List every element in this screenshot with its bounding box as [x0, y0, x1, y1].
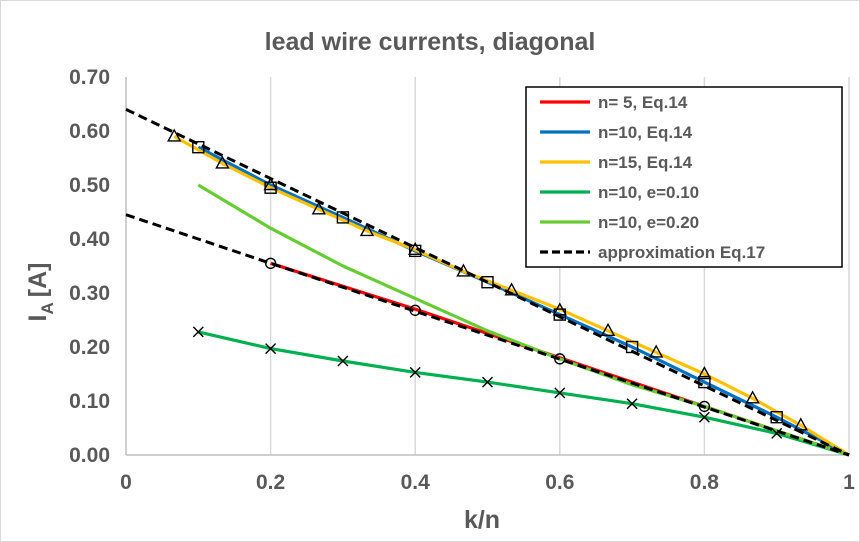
- x-tick-label-2: 0.4: [401, 471, 431, 494]
- x-tick-label-3: 0.6: [545, 471, 574, 494]
- series-line-5: [125, 108, 850, 457]
- cross-marker-3-1: [265, 343, 277, 355]
- triangle-marker-0-10: [648, 344, 664, 358]
- triangle-marker-0-0: [167, 128, 182, 142]
- triangle-marker-0-1: [215, 155, 230, 169]
- chart-title: lead wire currents, diagonal: [265, 28, 596, 56]
- y-axis-label: IA [A]: [24, 263, 57, 322]
- series-line-6: [125, 213, 850, 457]
- x-tick-label-4: 0.8: [690, 471, 720, 494]
- axes: [125, 77, 849, 456]
- square-marker-1-3: [409, 244, 422, 258]
- data-markers: [167, 128, 808, 439]
- triangle-marker-0-11: [697, 366, 712, 380]
- square-marker-1-6: [625, 340, 639, 354]
- triangle-marker-0-12: [745, 390, 760, 404]
- y-tick-label-5: 0.50: [69, 174, 110, 197]
- square-marker-1-0: [192, 140, 205, 154]
- cross-marker-3-2: [337, 355, 349, 367]
- square-marker-1-7: [698, 375, 711, 389]
- tick-labels: 0 0.2 0.4 0.6 0.8 1 0.00 0.10 0.20 0.30 0.40 0.50 0.…: [69, 66, 855, 494]
- series-line-3: [197, 330, 850, 457]
- circle-marker-2-1: [409, 304, 421, 316]
- triangle-marker-0-3: [311, 201, 327, 215]
- cross-marker-3-0: [192, 326, 204, 338]
- circle-marker-2-2: [554, 353, 566, 365]
- legend-label-0: n= 5, Eq.14: [598, 93, 688, 112]
- x-tick-label-5: 1: [843, 471, 855, 494]
- legend-label-5: approximation Eq.17: [598, 243, 765, 262]
- y-tick-label-1: 0.10: [69, 390, 110, 413]
- triangle-marker-0-5: [408, 241, 423, 256]
- square-marker-1-4: [481, 276, 494, 289]
- x-axis-label: k/n: [464, 506, 500, 534]
- triangle-marker-0-7: [504, 282, 519, 296]
- legend-box: [525, 86, 843, 268]
- svg-text:IA[A]: IA [A]: [24, 263, 57, 322]
- square-marker-1-2: [336, 211, 350, 224]
- series-lines: [125, 108, 850, 457]
- cross-marker-3-5: [554, 387, 566, 399]
- y-tick-label-2: 0.20: [69, 336, 110, 359]
- triangle-marker-0-4: [359, 222, 375, 237]
- legend-label-4: n=10, e=0.20: [598, 213, 699, 232]
- legend-label-3: n=10, e=0.10: [598, 183, 699, 202]
- triangle-marker-0-2: [263, 177, 278, 191]
- cross-marker-3-4: [482, 376, 493, 388]
- y-tick-label-6: 0.60: [69, 120, 110, 143]
- triangle-marker-0-13: [793, 417, 808, 431]
- cross-marker-3-6: [626, 398, 638, 410]
- y-tick-label-4: 0.40: [69, 228, 110, 251]
- circle-marker-2-0: [264, 257, 277, 269]
- cross-marker-3-3: [409, 366, 421, 378]
- triangle-marker-0-6: [456, 263, 471, 277]
- y-axis-label-sub: A: [38, 302, 57, 314]
- y-tick-label-0: 0.00: [69, 444, 110, 467]
- cross-marker-3-7: [698, 411, 710, 423]
- circle-marker-2-3: [698, 400, 711, 413]
- legend-label-1: n=10, Eq.14: [598, 123, 693, 142]
- square-marker-1-1: [264, 181, 277, 194]
- x-tick-label-0: 0: [120, 471, 132, 494]
- triangle-marker-0-9: [600, 322, 616, 336]
- square-marker-1-5: [553, 308, 566, 321]
- y-axis-label-main: I: [24, 315, 52, 322]
- x-tick-label-1: 0.2: [256, 471, 285, 494]
- square-marker-1-8: [770, 411, 783, 424]
- y-axis-label-unit: [A]: [24, 263, 52, 298]
- series-line-2: [173, 135, 850, 457]
- cross-marker-3-8: [771, 427, 783, 439]
- y-tick-label-3: 0.30: [69, 282, 110, 305]
- y-tick-label-7: 0.70: [69, 66, 110, 89]
- legend: n= 5, Eq.14 n=10, Eq.14 n=15, Eq.14 n=10, e…: [525, 86, 843, 268]
- legend-label-2: n=15, Eq.14: [598, 153, 693, 172]
